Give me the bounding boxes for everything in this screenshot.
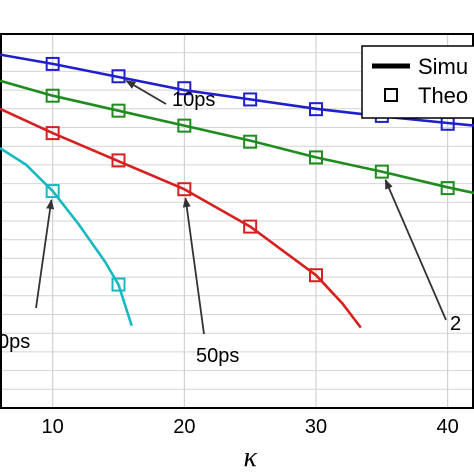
series-marker-3	[45, 184, 60, 199]
series-marker-2	[111, 153, 126, 168]
annotation-arrow	[35, 198, 55, 309]
annotation-label: 10ps	[172, 89, 215, 111]
x-tick-label: 10	[42, 416, 64, 438]
series-marker-2	[309, 268, 323, 283]
x-tick-label: 40	[437, 416, 459, 438]
legend-marker-swatch	[384, 88, 398, 102]
series-marker-0	[243, 92, 258, 107]
x-axis-label: κ	[243, 442, 257, 473]
series-line-2	[0, 107, 362, 329]
series-line-0	[0, 53, 474, 127]
series-marker-1	[111, 103, 126, 118]
annotation-arrow	[384, 178, 447, 321]
series-marker-2	[45, 126, 60, 141]
annotation-label: 2	[450, 313, 461, 335]
x-tick-labels: 10 20 30 40	[42, 416, 459, 438]
legend-label-simulation: Simu	[418, 54, 468, 79]
plot-frame	[0, 33, 474, 409]
annotations: 10ps 2 50ps 0ps	[0, 80, 461, 367]
x-tick-label: 30	[305, 416, 327, 438]
series-line-1	[0, 79, 474, 195]
x-tick-label: 20	[173, 416, 195, 438]
series-marker-1	[374, 164, 389, 179]
legend-box	[361, 45, 474, 119]
series-marker-2	[243, 219, 258, 234]
annotation-arrow	[182, 197, 205, 335]
series-marker-0	[111, 69, 126, 84]
series-group	[0, 53, 474, 329]
series-marker-1	[309, 150, 323, 165]
annotation-label: 50ps	[196, 345, 239, 367]
series-marker-3	[111, 277, 126, 292]
series-marker-1	[177, 118, 192, 133]
legend-label-theory: Theo	[418, 83, 468, 108]
series-marker-1	[243, 134, 258, 149]
series-marker-0	[45, 56, 60, 71]
series-marker-1	[440, 181, 455, 196]
series-marker-1	[45, 88, 60, 103]
annotation-arrow	[125, 80, 167, 105]
legend: Simu Theo	[361, 45, 474, 119]
series-line-3	[0, 147, 133, 327]
series-marker-0	[177, 81, 192, 96]
series-marker-0	[309, 102, 323, 117]
series-marker-2	[177, 182, 192, 197]
annotation-label: 0ps	[0, 331, 30, 353]
